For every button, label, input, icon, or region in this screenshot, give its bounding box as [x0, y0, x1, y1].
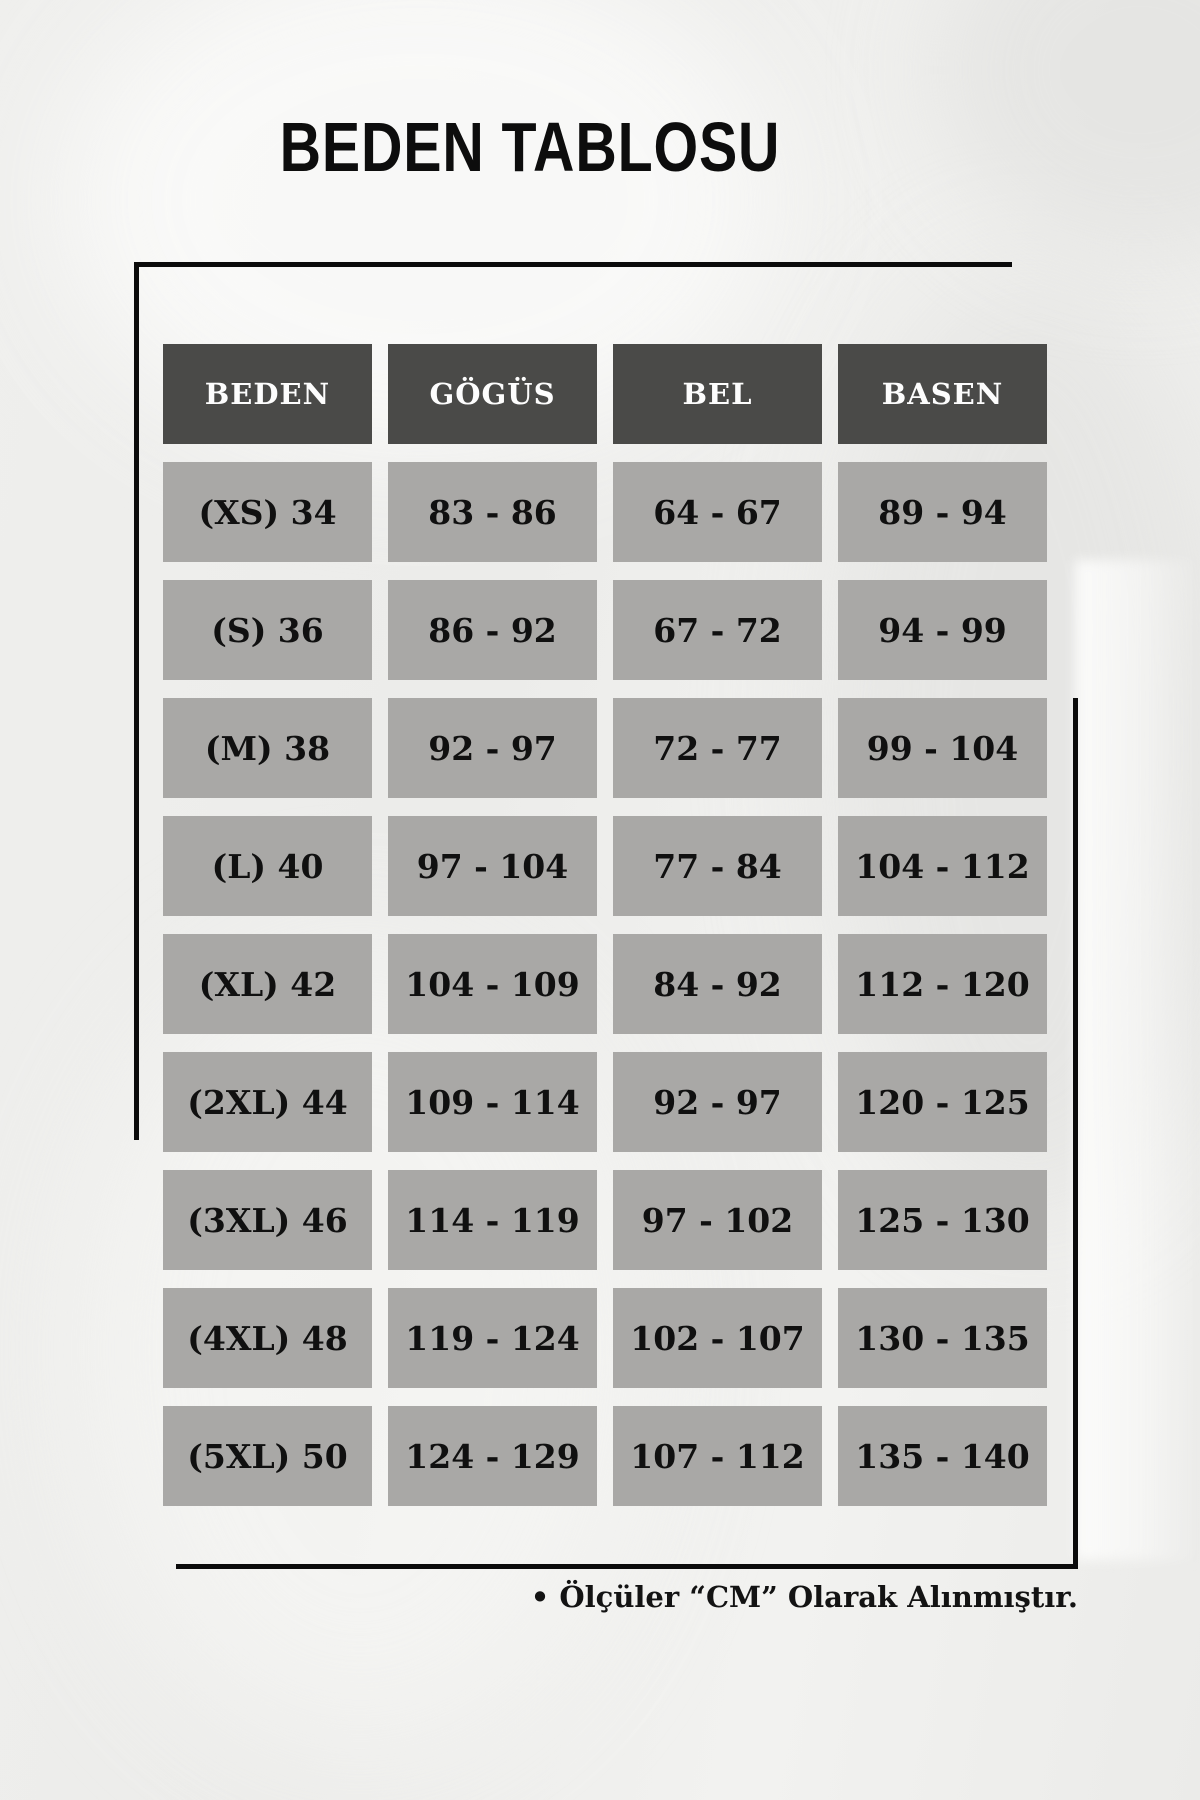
table-cell-r3-bel: 72 - 77: [613, 698, 822, 798]
table-cell-r1-basen: 89 - 94: [838, 462, 1047, 562]
corner-rule-top-left: [134, 262, 1012, 1140]
background-shadow-top-right: [930, 0, 1200, 260]
table-cell-r6-g-g-s: 109 - 114: [388, 1052, 597, 1152]
table-cell-r4-beden: (L) 40: [163, 816, 372, 916]
table-cell-r9-beden: (5XL) 50: [163, 1406, 372, 1506]
table-cell-r1-bel: 64 - 67: [613, 462, 822, 562]
table-cell-r5-g-g-s: 104 - 109: [388, 934, 597, 1034]
table-cell-r8-beden: (4XL) 48: [163, 1288, 372, 1388]
table-cell-r8-g-g-s: 119 - 124: [388, 1288, 597, 1388]
table-cell-r9-basen: 135 - 140: [838, 1406, 1047, 1506]
table-cell-r4-g-g-s: 97 - 104: [388, 816, 597, 916]
table-cell-r2-g-g-s: 86 - 92: [388, 580, 597, 680]
header-cell-bel: BEL: [613, 344, 822, 444]
table-cell-r6-basen: 120 - 125: [838, 1052, 1047, 1152]
header-cell-basen: BASEN: [838, 344, 1047, 444]
page-title: BEDEN TABLOSU: [279, 108, 781, 186]
table-cell-r7-basen: 125 - 130: [838, 1170, 1047, 1270]
table-cell-r5-bel: 84 - 92: [613, 934, 822, 1034]
table-cell-r7-g-g-s: 114 - 119: [388, 1170, 597, 1270]
table-cell-r1-beden: (XS) 34: [163, 462, 372, 562]
header-cell-g-g-s: GÖGÜS: [388, 344, 597, 444]
table-cell-r3-beden: (M) 38: [163, 698, 372, 798]
table-cell-r9-bel: 107 - 112: [613, 1406, 822, 1506]
background-highlight-right-strip: [1075, 560, 1200, 1560]
table-cell-r6-beden: (2XL) 44: [163, 1052, 372, 1152]
table-cell-r1-g-g-s: 83 - 86: [388, 462, 597, 562]
table-cell-r3-g-g-s: 92 - 97: [388, 698, 597, 798]
table-cell-r2-basen: 94 - 99: [838, 580, 1047, 680]
table-cell-r4-basen: 104 - 112: [838, 816, 1047, 916]
table-cell-r4-bel: 77 - 84: [613, 816, 822, 916]
table-cell-r7-beden: (3XL) 46: [163, 1170, 372, 1270]
table-cell-r5-beden: (XL) 42: [163, 934, 372, 1034]
table-cell-r8-basen: 130 - 135: [838, 1288, 1047, 1388]
corner-rule-bottom-right: [176, 698, 1078, 1569]
table-cell-r6-bel: 92 - 97: [613, 1052, 822, 1152]
size-table: BEDEN GÖGÜS BEL BASEN (XS) 34 83 - 86 64 - 67 8…: [163, 344, 1047, 1506]
table-cell-r2-beden: (S) 36: [163, 580, 372, 680]
table-cell-r9-g-g-s: 124 - 129: [388, 1406, 597, 1506]
table-cell-r3-basen: 99 - 104: [838, 698, 1047, 798]
table-cell-r7-bel: 97 - 102: [613, 1170, 822, 1270]
header-cell-beden: BEDEN: [163, 344, 372, 444]
table-cell-r2-bel: 67 - 72: [613, 580, 822, 680]
table-cell-r8-bel: 102 - 107: [613, 1288, 822, 1388]
measurement-unit-note: • Ölçüler “CM” Olarak Alınmıştır.: [530, 1580, 1078, 1614]
table-cell-r5-basen: 112 - 120: [838, 934, 1047, 1034]
